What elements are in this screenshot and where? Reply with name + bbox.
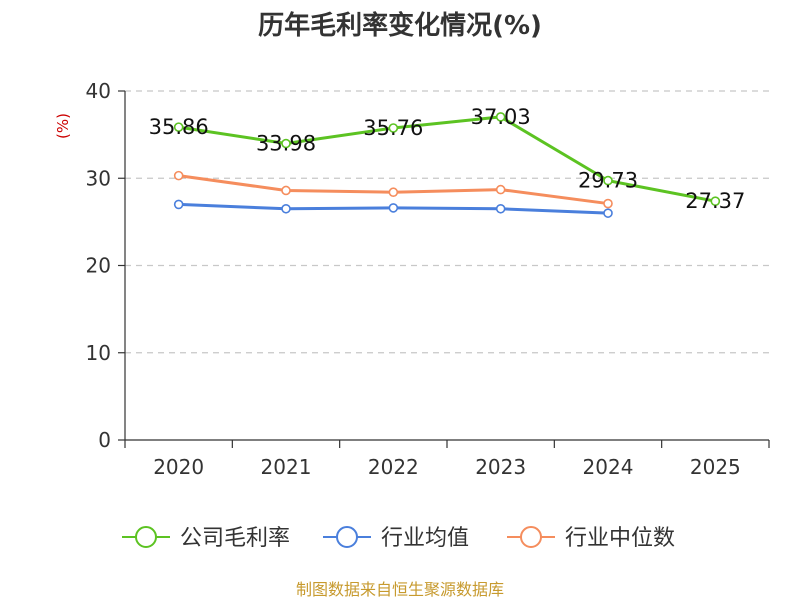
series-layer <box>173 112 721 218</box>
data-point <box>173 199 184 210</box>
data-point <box>388 187 399 198</box>
chart-title: 历年毛利率变化情况(%) <box>258 10 542 41</box>
y-axis-unit: (%) <box>54 113 72 139</box>
x-axis-ticks: 2020 2021 2022 2023 2024 2025 <box>153 455 741 479</box>
data-label: 37.03 <box>471 105 531 129</box>
axes <box>118 90 770 448</box>
data-point <box>388 123 399 133</box>
data-label: 33.98 <box>256 132 316 156</box>
data-label: 29.73 <box>578 169 638 193</box>
y-tick-label: 30 <box>86 166 111 190</box>
data-point <box>281 203 291 214</box>
legend-label: 公司毛利率 <box>180 526 290 551</box>
legend-label: 行业均值 <box>381 526 469 551</box>
y-axis-ticks: 0 10 20 30 40 <box>86 79 111 452</box>
y-tick-label: 40 <box>86 79 111 103</box>
data-label: 35.86 <box>149 115 209 139</box>
legend: 公司毛利率 行业均值 行业中位数 <box>122 526 675 551</box>
x-tick-label: 2020 <box>153 455 204 479</box>
data-point <box>495 184 506 195</box>
y-tick-label: 20 <box>86 254 111 278</box>
data-point <box>710 196 721 206</box>
x-tick-label: 2024 <box>583 455 634 479</box>
legend-marker <box>336 526 358 548</box>
x-tick-label: 2021 <box>261 455 312 479</box>
data-point <box>173 122 184 132</box>
legend-label: 行业中位数 <box>565 526 675 551</box>
y-tick-label: 0 <box>98 428 111 452</box>
data-point <box>173 170 184 181</box>
series-line <box>178 115 716 203</box>
x-tick-label: 2022 <box>368 455 419 479</box>
x-tick-label: 2023 <box>475 455 526 479</box>
data-point <box>603 198 613 209</box>
x-tick-label: 2025 <box>690 455 741 479</box>
legend-marker <box>135 526 157 548</box>
data-labels: 35.86 33.98 35.76 37.03 29.73 27.37 <box>149 105 746 213</box>
gridlines <box>125 90 769 354</box>
data-point <box>495 203 506 214</box>
data-point <box>281 185 291 196</box>
data-point <box>495 112 506 122</box>
source-note: 制图数据来自恒生聚源数据库 <box>296 580 504 599</box>
data-label: 27.37 <box>685 189 745 213</box>
legend-item: 公司毛利率 <box>122 526 290 551</box>
legend-item: 行业中位数 <box>507 526 675 551</box>
y-tick-label: 10 <box>86 341 111 365</box>
data-point <box>603 208 613 218</box>
data-point <box>603 175 613 186</box>
data-point <box>281 138 291 149</box>
data-point <box>388 203 399 213</box>
legend-marker <box>520 526 542 548</box>
legend-item: 行业均值 <box>323 526 469 551</box>
data-label: 35.76 <box>363 116 423 140</box>
